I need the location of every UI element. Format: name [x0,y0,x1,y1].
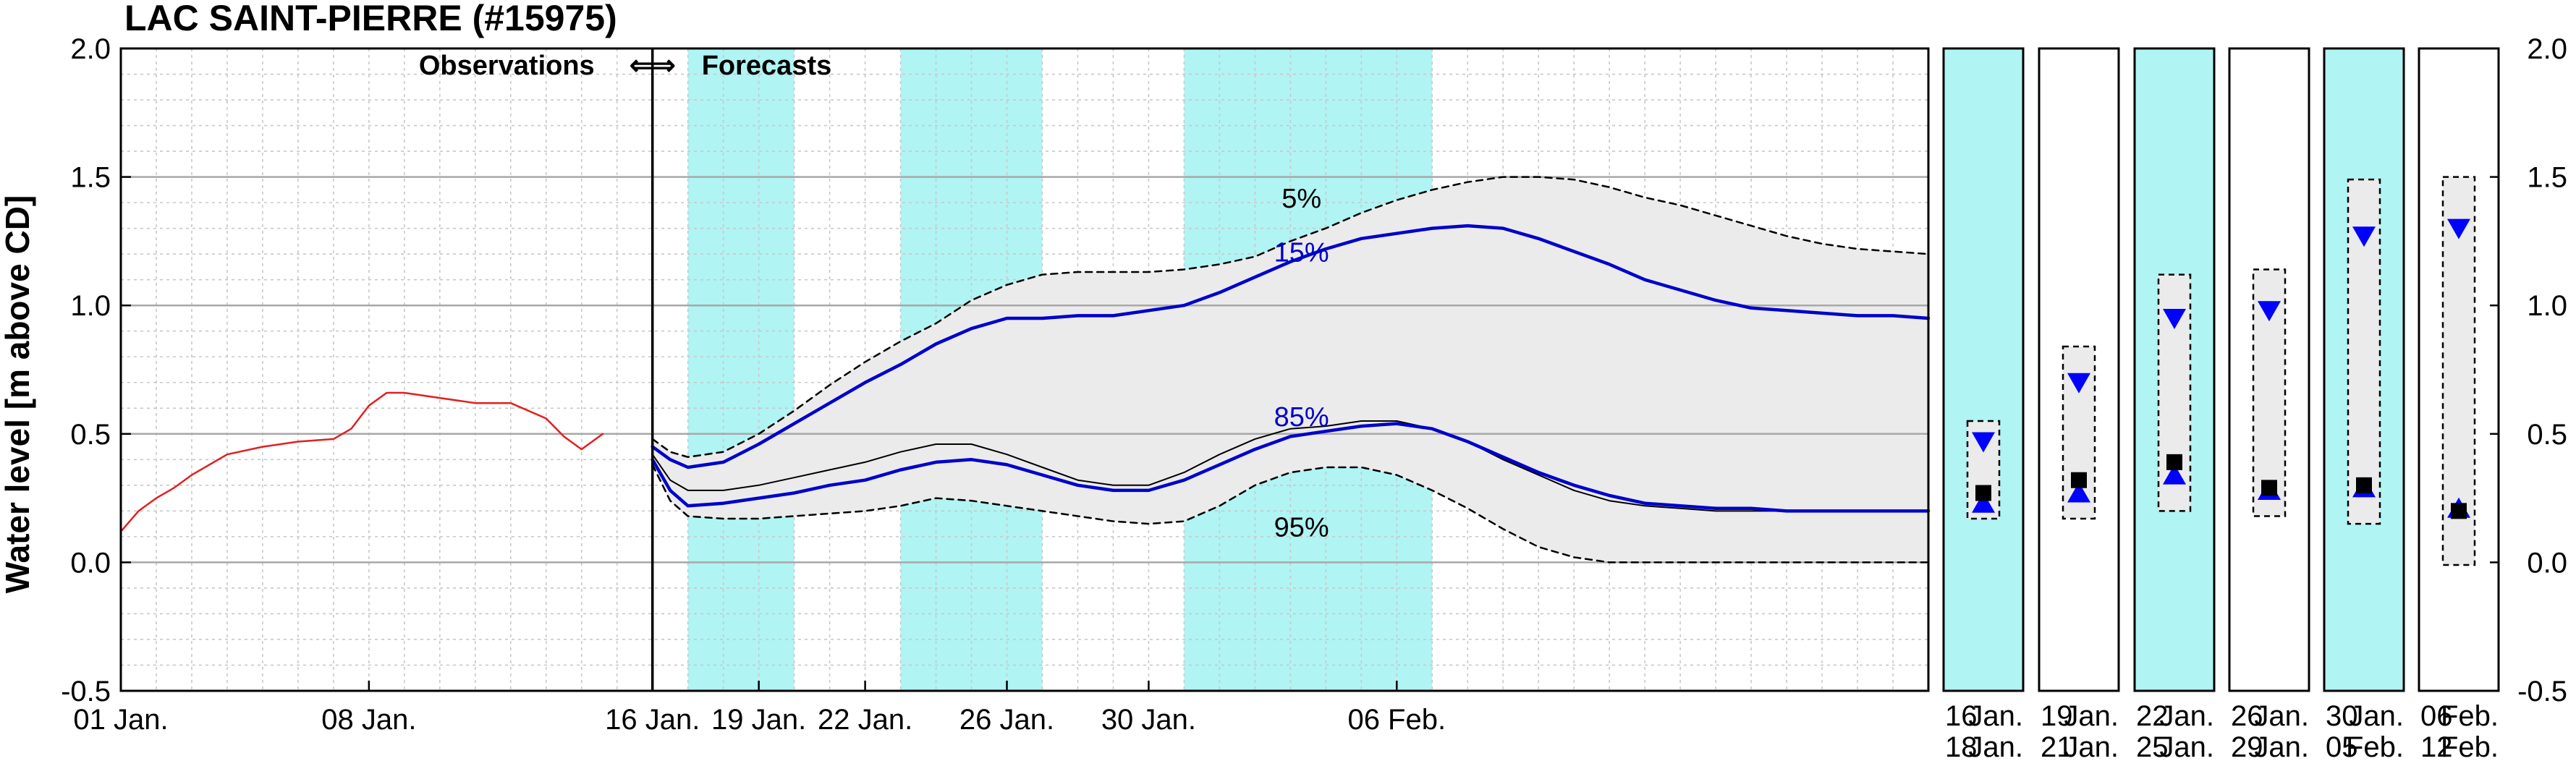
panel-up-triangle [1972,492,1995,513]
panel-median-square [2071,472,2087,488]
panel-date-top-day: 26 [2231,700,2263,732]
series-line-5pct [651,176,1930,459]
percentile-label-1: 15% [1274,238,1329,268]
panel-frame [1942,47,2025,692]
panel-date-bottom-day: 05 [2326,731,2358,761]
panel-down-triangle [2163,308,2186,329]
panel-date-bottom-month: Jan. [2159,731,2214,761]
panel-date-bottom-month: Jan. [2254,731,2309,761]
panel-date-top-month: Jan. [1968,700,2023,732]
panel-frame [2228,47,2310,692]
x-tick-label: 16 Jan. [605,704,700,736]
y-tick-label-left: 0.0 [70,547,111,579]
panel-date-bottom-day: 21 [2041,731,2073,761]
x-tick-label: 22 Jan. [818,704,912,736]
y-tick-label-right: 0.0 [2527,547,2567,579]
percentile-label-0: 5% [1281,184,1321,214]
percentile-label-3: 95% [1274,513,1329,543]
y-tick-label-right: 0.5 [2527,419,2567,451]
summary-panels: 16Jan.18Jan.19Jan.21Jan.22Jan.25Jan.26Ja… [1942,47,2500,761]
panel-date-bottom-month: Jan. [1968,731,2023,761]
x-tick-label: 06 Feb. [1347,704,1446,736]
series-line-95pct [651,464,1930,564]
x-tick-label: 30 Jan. [1101,704,1196,736]
panel-down-triangle [2258,301,2281,322]
panel-date-top-day: 16 [1945,700,1978,732]
panel-date-top-month: Feb. [2441,700,2499,732]
direction-arrows: ⇐⇒ [630,51,676,81]
shaded-period-0 [687,48,795,691]
panel-date-bottom-month: Jan. [2064,731,2119,761]
y-tick-label-left: 1.0 [70,290,111,322]
observations-label: Observations [419,51,595,81]
panel-date-bottom-month: Feb. [2346,731,2404,761]
series-lines: Observations ⇐⇒ Forecasts 5% 15% 85% 95% [119,48,1931,691]
series-line-observed [119,391,604,533]
panel-date-top-month: Jan. [2349,700,2404,732]
panel-median-square [2356,477,2372,493]
panel-frame [2323,47,2405,692]
y-tick-label-left: 0.5 [70,419,111,451]
panel-date-bottom-month: Feb. [2441,731,2499,761]
panel-down-triangle [1972,432,1995,453]
forecasts-label: Forecasts [702,51,832,81]
panel-median-square [2261,480,2277,496]
panel-date-top-day: 22 [2136,700,2169,732]
panel-date-top-day: 19 [2041,700,2073,732]
panel-date-bottom-day: 29 [2231,731,2263,761]
percentile-label-2: 85% [1274,402,1329,433]
panel-median-square [2451,503,2467,519]
axes: -0.5 0.0 0.5 1.0 1.5 2.0 01 Jan. 08 Jan. 16 Jan.… [61,33,2567,736]
panel-date-top-day: 30 [2326,700,2358,732]
y-tick-label-left: 1.5 [70,162,111,194]
panel-date-top-day: 06 [2420,700,2453,732]
series-line-15pct [651,224,1931,469]
y-tick-label-right: 1.5 [2527,162,2567,194]
panel-frame [2038,47,2120,692]
y-tick-label-right: -0.5 [2517,676,2567,707]
y-tick-label-left: -0.5 [61,676,111,707]
panel-down-triangle [2352,226,2376,247]
x-tick-label: 26 Jan. [959,704,1054,736]
panel-date-bottom-day: 18 [1945,731,1978,761]
y-tick-label-left: 2.0 [70,33,111,65]
x-tick-label: 19 Jan. [711,704,806,736]
main-plot-background [121,47,1929,692]
x-tick-label: 01 Jan. [73,704,168,736]
panel-background [1944,48,2023,691]
panel-up-triangle [2163,464,2186,485]
panel-down-triangle [2447,218,2470,239]
main-plot-frame [119,47,1930,692]
panel-date-top-month: Jan. [2064,700,2119,732]
y-axis-label: Water level [m above CD] [0,195,36,593]
panel-frame [2133,47,2216,692]
series-line-median [651,420,1929,512]
x-tick-label: 08 Jan. [321,704,416,736]
panel-date-bottom-day: 12 [2420,731,2453,761]
y-tick-label-right: 2.0 [2527,33,2567,65]
panel-date-top-month: Jan. [2254,700,2309,732]
panel-date-bottom-day: 25 [2136,731,2169,761]
panel-median-square [1975,485,1991,501]
panel-median-square [2166,454,2182,470]
series-line-85pct [651,422,1931,513]
panel-frame [2418,47,2500,692]
panel-up-triangle [2067,482,2090,503]
chart-title: LAC SAINT-PIERRE (#15975) [124,0,617,38]
y-tick-label-right: 1.0 [2527,290,2567,322]
uncertainty-band [652,177,1929,563]
panel-date-top-month: Jan. [2159,700,2214,732]
panel-down-triangle [2067,373,2090,394]
